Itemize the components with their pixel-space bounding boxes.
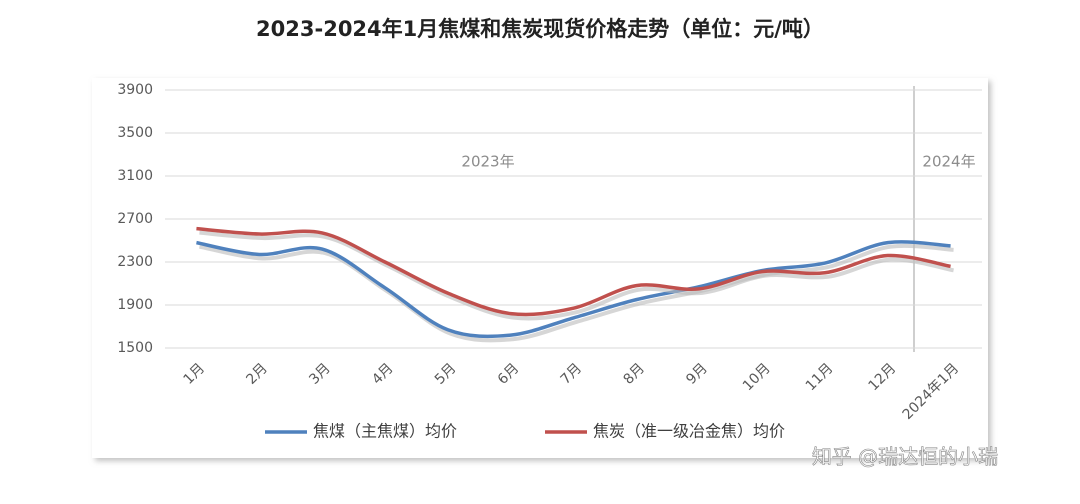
annotation: 2023年 <box>461 153 514 171</box>
chart-title: 2023-2024年1月焦煤和焦炭现货价格走势（单位：元/吨） <box>256 17 824 41</box>
y-tick-label: 2700 <box>117 211 153 227</box>
annotation: 2024年 <box>922 153 975 171</box>
series-line <box>196 226 951 317</box>
series-shadow <box>199 243 954 343</box>
y-tick-label: 1500 <box>117 340 153 356</box>
y-tick-label: 3900 <box>117 82 153 98</box>
legend-label: 焦炭（准一级冶金焦）均价 <box>593 422 785 441</box>
y-tick-label: 1900 <box>117 297 153 313</box>
legend-label: 焦煤（主焦煤）均价 <box>313 422 457 441</box>
series-line <box>196 240 951 339</box>
y-tick-label: 3500 <box>117 125 153 141</box>
y-tick-label: 2300 <box>117 254 153 270</box>
watermark: 知乎 @瑞达恒的小瑞 <box>812 445 998 469</box>
series-shadow <box>199 230 954 321</box>
y-tick-label: 3100 <box>117 168 153 184</box>
